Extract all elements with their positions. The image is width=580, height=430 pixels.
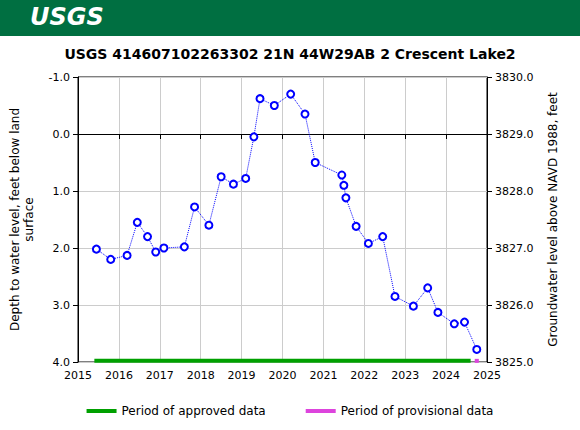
svg-text:2018: 2018 [187, 369, 215, 382]
svg-text:3.0: 3.0 [53, 299, 71, 312]
svg-text:0.0: 0.0 [53, 128, 71, 141]
svg-text:3826.0: 3826.0 [495, 299, 534, 312]
svg-text:1.0: 1.0 [53, 185, 71, 198]
svg-text:3825.0: 3825.0 [495, 356, 534, 369]
svg-text:2021: 2021 [309, 369, 337, 382]
svg-text:2024: 2024 [432, 369, 460, 382]
svg-text:2020: 2020 [269, 369, 297, 382]
svg-text:2.0: 2.0 [53, 242, 71, 255]
svg-text:Groundwater level above NAVD 1: Groundwater level above NAVD 1988, feet [546, 92, 560, 347]
svg-text:Depth to water level, feet bel: Depth to water level, feet below land [8, 108, 22, 331]
svg-text:2023: 2023 [391, 369, 419, 382]
svg-text:2017: 2017 [146, 369, 174, 382]
svg-text:2025: 2025 [473, 369, 501, 382]
svg-text:3830.0: 3830.0 [495, 71, 534, 84]
svg-text:USGS: USGS [30, 3, 104, 31]
svg-text:2022: 2022 [350, 369, 378, 382]
svg-text:Period of approved data: Period of approved data [122, 404, 266, 418]
svg-text:surface: surface [22, 197, 36, 241]
svg-text:3829.0: 3829.0 [495, 128, 534, 141]
svg-text:3828.0: 3828.0 [495, 185, 534, 198]
svg-text:-1.0: -1.0 [49, 71, 70, 84]
svg-text:3827.0: 3827.0 [495, 242, 534, 255]
svg-text:2016: 2016 [105, 369, 133, 382]
svg-text:2015: 2015 [64, 369, 92, 382]
svg-text:USGS 414607102263302 21N 44W29: USGS 414607102263302 21N 44W29AB 2 Cresc… [64, 46, 515, 62]
svg-text:2019: 2019 [228, 369, 256, 382]
svg-text:4.0: 4.0 [53, 356, 71, 369]
svg-text:Period of provisional data: Period of provisional data [341, 404, 494, 418]
